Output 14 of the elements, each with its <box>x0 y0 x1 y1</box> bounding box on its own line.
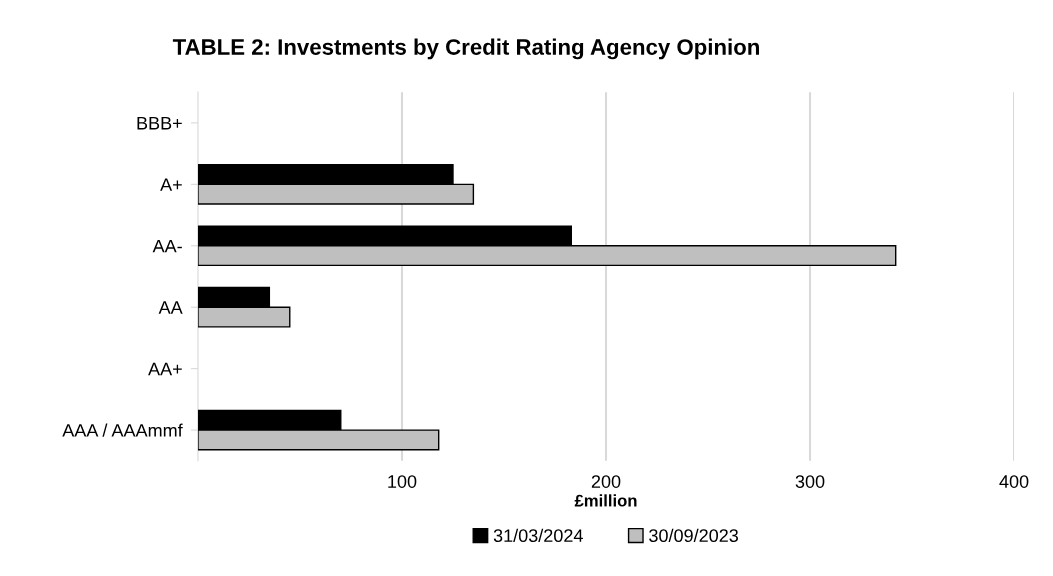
y-tick-label: BBB+ <box>137 117 182 130</box>
x-tick-label: 200 <box>591 475 621 488</box>
x-tick-label: 100 <box>388 475 417 488</box>
chart-title: TABLE 2: Investments by Credit Rating Agency Opinion <box>172 38 759 60</box>
y-tick-label: AA <box>158 301 183 314</box>
x-tick-label: 400 <box>999 475 1029 488</box>
legend-label: 31/03/2024 <box>493 528 583 543</box>
x-axis-title: £million <box>574 494 637 507</box>
y-tick-label: AA+ <box>148 362 182 376</box>
legend-label: 30/09/2023 <box>649 528 738 543</box>
y-tick-label: A+ <box>160 178 182 191</box>
y-tick-label: AAA / AAAmmf <box>62 423 183 437</box>
x-tick-label: 300 <box>795 475 825 488</box>
y-tick-label: AA- <box>152 239 182 253</box>
